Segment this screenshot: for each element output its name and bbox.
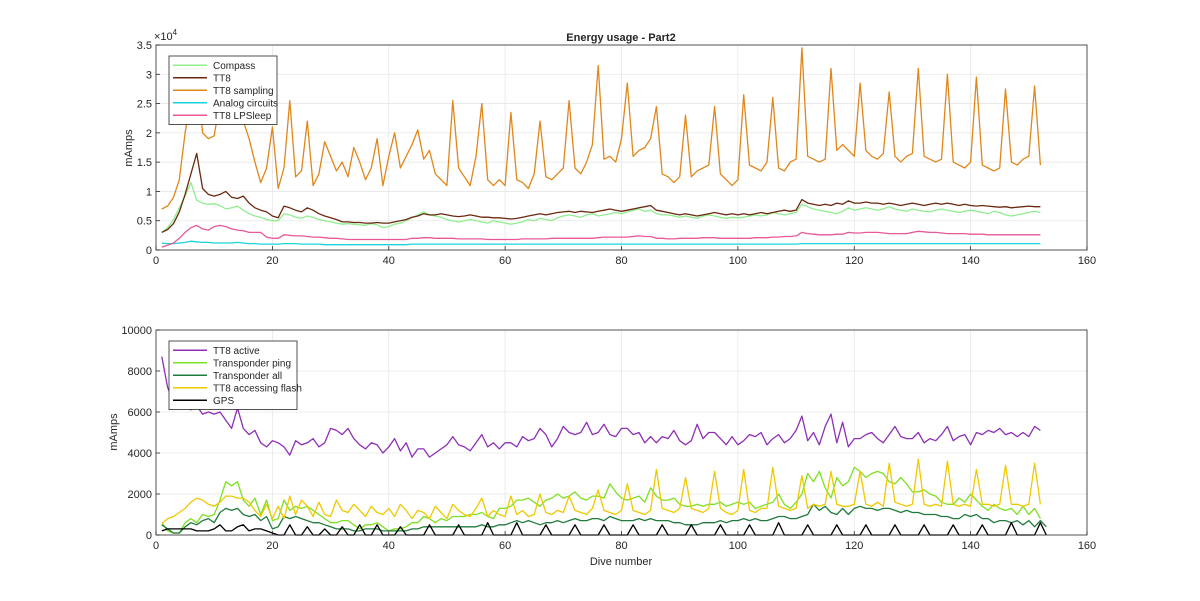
- top-y-tick-label: 1: [146, 186, 152, 198]
- series-line-gps: [161, 522, 1047, 536]
- top-y-tick-label: 2: [146, 128, 152, 140]
- bottom-x-tick-label: 40: [383, 540, 395, 552]
- bottom-x-tick-label: 20: [266, 540, 278, 552]
- top-x-tick-label: 60: [499, 255, 511, 267]
- top-y-tick-label: 0.5: [137, 216, 152, 228]
- series-line-tt8-active: [161, 356, 1041, 458]
- top-x-ticks: 0 20 40 60 80 100 120 140 160: [153, 246, 1096, 267]
- bottom-x-tick-label: 0: [153, 540, 159, 552]
- top-y-ticks: 0 0.5 1 1.5 2 2.5 3 3.5: [137, 40, 160, 257]
- top-x-tick-label: 80: [615, 255, 627, 267]
- bottom-y-axis-label: mAmps: [108, 413, 120, 451]
- exponent-base: ×10: [154, 31, 173, 43]
- bottom-axes: 0 20 40 60 80 100 120 140 160 0 2000 4000 6000 8000 1…: [108, 325, 1096, 568]
- x-axis-label: Dive number: [590, 556, 653, 568]
- legend-label-tt8-sampling: TT8 sampling: [213, 86, 274, 97]
- bottom-y-tick-label: 6000: [128, 407, 152, 419]
- top-x-tick-label: 100: [729, 255, 747, 267]
- series-line-transponder-all: [161, 503, 1047, 534]
- top-series-lines: [161, 47, 1042, 248]
- series-line-tt8-accessing-flash: [161, 458, 1042, 525]
- legend-label-transponder-all: Transponder all: [213, 371, 282, 382]
- top-axes: 0 20 40 60 80 100 120 140 160 0 0.5 1 1.5 2 2.5 3 3.5 E…: [123, 28, 1096, 267]
- top-x-tick-label: 20: [266, 255, 278, 267]
- legend-label-tt8-active: TT8 active: [213, 346, 260, 357]
- top-x-tick-label: 120: [845, 255, 863, 267]
- legend-label-analog-circuits: Analog circuits: [213, 98, 278, 109]
- legend-label-gps: GPS: [213, 396, 234, 407]
- legend-label-tt8: TT8: [213, 73, 231, 84]
- bottom-y-tick-label: 0: [146, 530, 152, 542]
- bottom-y-tick-label: 10000: [121, 325, 152, 337]
- bottom-y-tick-label: 4000: [128, 448, 152, 460]
- top-y-exponent: ×104: [154, 28, 178, 43]
- legend-label-tt8-lpsleep: TT8 LPSleep: [213, 111, 272, 122]
- bottom-x-tick-label: 80: [615, 540, 627, 552]
- top-x-tick-label: 160: [1078, 255, 1096, 267]
- bottom-x-ticks: 0 20 40 60 80 100 120 140 160: [153, 531, 1096, 552]
- top-x-tick-label: 140: [961, 255, 979, 267]
- series-line-tt8-sampling: [161, 47, 1042, 210]
- series-line-analog-circuits: [161, 240, 1041, 246]
- bottom-x-tick-label: 60: [499, 540, 511, 552]
- legend-label-transponder-ping: Transponder ping: [213, 358, 291, 369]
- top-y-axis-label: mAmps: [123, 129, 135, 167]
- bottom-x-tick-label: 160: [1078, 540, 1096, 552]
- bottom-x-tick-label: 100: [729, 540, 747, 552]
- series-line-tt8: [161, 152, 1041, 233]
- series-line-tt8-lpsleep: [161, 224, 1041, 248]
- top-x-tick-label: 40: [383, 255, 395, 267]
- top-y-tick-label: 0: [146, 245, 152, 257]
- top-y-tick-label: 3.5: [137, 40, 152, 52]
- legend-label-tt8-accessing-flash: TT8 accessing flash: [213, 383, 302, 394]
- top-y-tick-label: 3: [146, 69, 152, 81]
- exponent-power: 4: [173, 28, 178, 37]
- bottom-x-tick-label: 120: [845, 540, 863, 552]
- legend-label-compass: Compass: [213, 61, 255, 72]
- top-x-tick-label: 0: [153, 255, 159, 267]
- series-line-compass: [161, 181, 1041, 233]
- bottom-series-lines: [161, 356, 1047, 536]
- chart-title: Energy usage - Part2: [566, 32, 675, 44]
- top-y-tick-label: 2.5: [137, 99, 152, 111]
- bottom-grid: [156, 330, 1087, 535]
- bottom-y-ticks: 0 2000 4000 6000 8000 10000: [121, 325, 160, 542]
- bottom-y-tick-label: 8000: [128, 366, 152, 378]
- bottom-x-tick-label: 140: [961, 540, 979, 552]
- bottom-y-tick-label: 2000: [128, 489, 152, 501]
- top-y-tick-label: 1.5: [137, 157, 152, 169]
